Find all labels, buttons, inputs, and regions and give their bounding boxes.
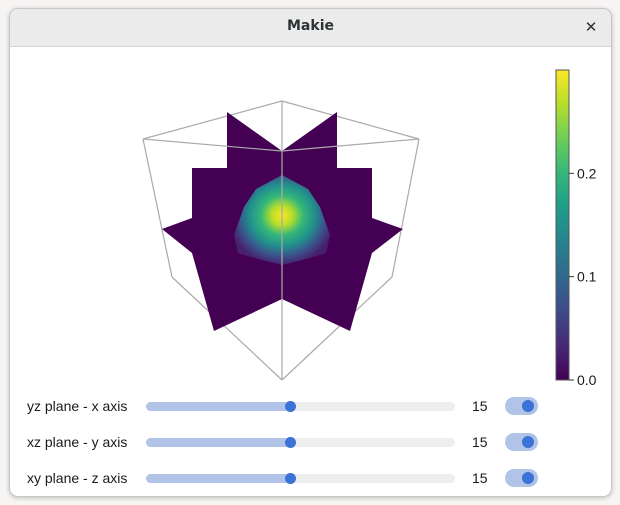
slider-fill-z [146, 474, 290, 483]
colorbar-bar [555, 69, 570, 381]
colorbar-tick-label: 0.0 [577, 372, 597, 388]
slider-value-y: 15 [472, 434, 488, 450]
box-edge [142, 100, 420, 140]
slider-x[interactable] [146, 401, 455, 412]
slider-row-y: xz plane - y axis 15 [10, 430, 611, 454]
box-edge [281, 276, 393, 381]
toggle-knob-y [522, 436, 534, 448]
slider-value-x: 15 [472, 398, 488, 414]
box-edge [142, 138, 173, 278]
close-icon[interactable]: ✕ [584, 18, 598, 36]
title-bar: Makie ✕ [10, 9, 611, 47]
slider-row-z: xy plane - z axis 15 [10, 466, 611, 490]
slider-label-y: xz plane - y axis [27, 434, 128, 450]
slider-fill-y [146, 438, 290, 447]
toggle-z[interactable] [505, 469, 538, 487]
colorbar-ticks: 0.0 0.1 0.2 [569, 165, 597, 388]
colorbar-tick-label: 0.2 [577, 165, 597, 181]
window-title: Makie [287, 18, 334, 34]
colorbar-tick-label: 0.1 [577, 269, 597, 285]
toggle-x[interactable] [505, 397, 538, 415]
slider-knob-z[interactable] [284, 473, 296, 484]
slider-label-z: xy plane - z axis [27, 470, 128, 486]
toggle-knob-x [522, 400, 534, 412]
colorbar: 0.0 0.1 0.2 [555, 69, 597, 388]
axis-box-front [142, 101, 420, 380]
box-edge [391, 138, 420, 278]
toggle-y[interactable] [505, 433, 538, 451]
toggle-knob-z [522, 472, 534, 484]
slider-knob-y[interactable] [284, 437, 296, 448]
slider-fill-x [146, 402, 290, 411]
app-window: Makie ✕ [9, 8, 612, 497]
box-edge [171, 276, 283, 381]
slider-value-z: 15 [472, 470, 488, 486]
figure-area: 0.0 0.1 0.2 yz plane - x axis 15 xz plane … [10, 47, 611, 496]
figure-canvas: 0.0 0.1 0.2 [142, 69, 597, 388]
slider-z[interactable] [146, 473, 455, 484]
box-edge [142, 138, 283, 152]
slider-y[interactable] [146, 437, 455, 448]
slider-knob-x[interactable] [284, 401, 296, 412]
box-edge [281, 138, 420, 152]
slider-row-x: yz plane - x axis 15 [10, 394, 611, 418]
slider-label-x: yz plane - x axis [27, 398, 128, 414]
